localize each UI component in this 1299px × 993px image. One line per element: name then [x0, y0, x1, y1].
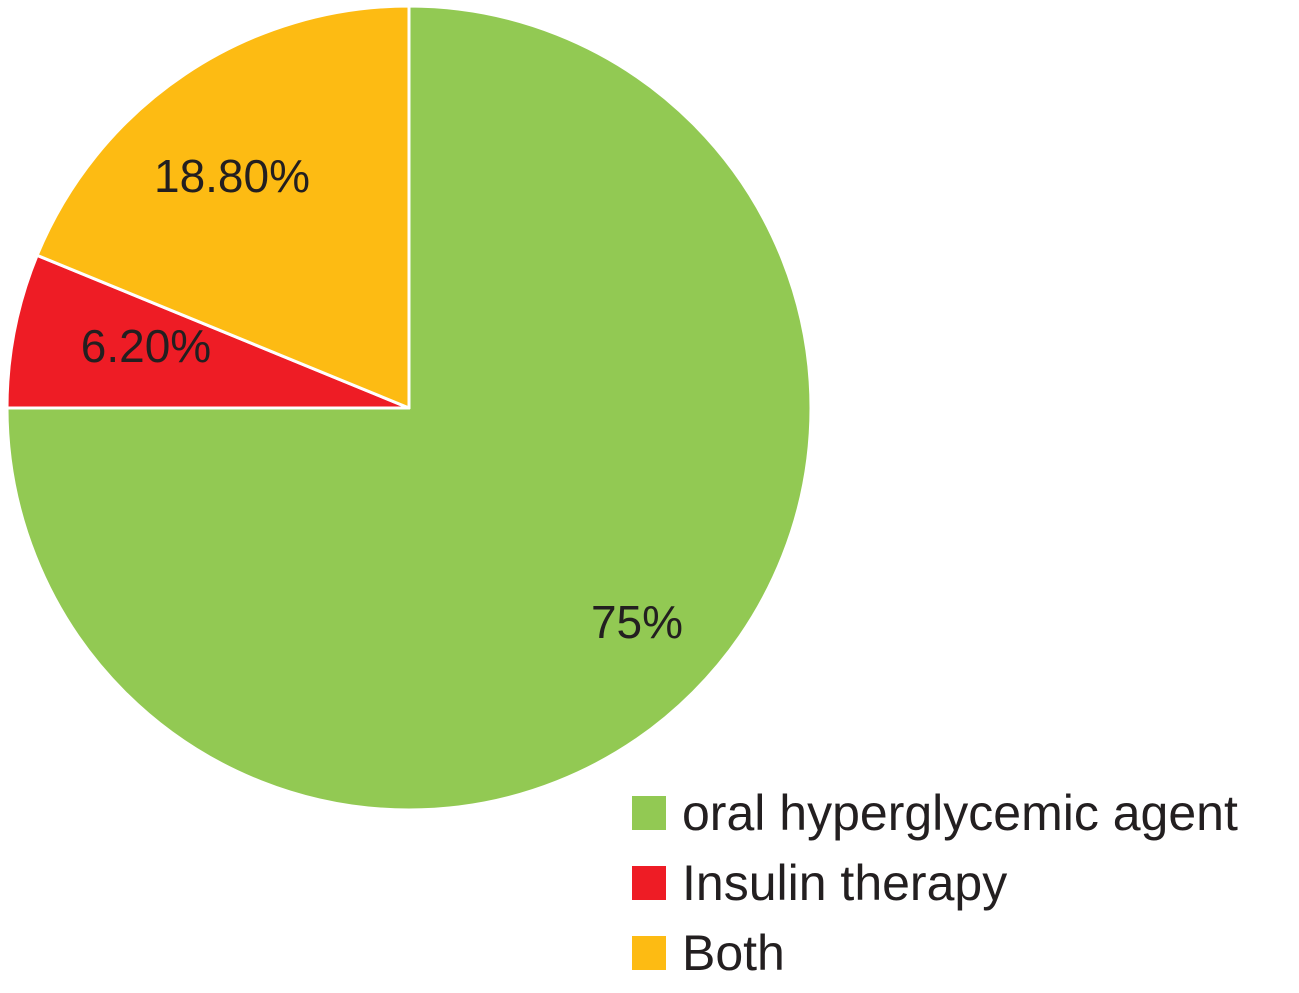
legend-item-oral-hyperglycemic-agent: oral hyperglycemic agent [632, 778, 1238, 848]
legend-label-insulin-therapy: Insulin therapy [682, 855, 1008, 911]
slice-label-insulin-therapy: 6.20% [81, 320, 211, 372]
legend-item-both: Both [632, 918, 1238, 988]
legend-item-insulin-therapy: Insulin therapy [632, 848, 1238, 918]
legend-swatch-oral-hyperglycemic-agent [632, 796, 666, 830]
legend-swatch-insulin-therapy [632, 866, 666, 900]
slice-label-both: 18.80% [154, 150, 310, 202]
legend: oral hyperglycemic agent Insulin therapy… [632, 778, 1238, 988]
pie-slices [5, 4, 813, 812]
legend-label-both: Both [682, 925, 785, 981]
pie-labels: 75% 6.20% 18.80% [81, 150, 683, 648]
legend-swatch-both [632, 936, 666, 970]
pie-slice-both [35, 4, 411, 410]
legend-label-oral-hyperglycemic-agent: oral hyperglycemic agent [682, 785, 1238, 841]
pie-slice-insulin-therapy [5, 253, 411, 410]
slice-label-oral-hyperglycemic-agent: 75% [591, 596, 683, 648]
